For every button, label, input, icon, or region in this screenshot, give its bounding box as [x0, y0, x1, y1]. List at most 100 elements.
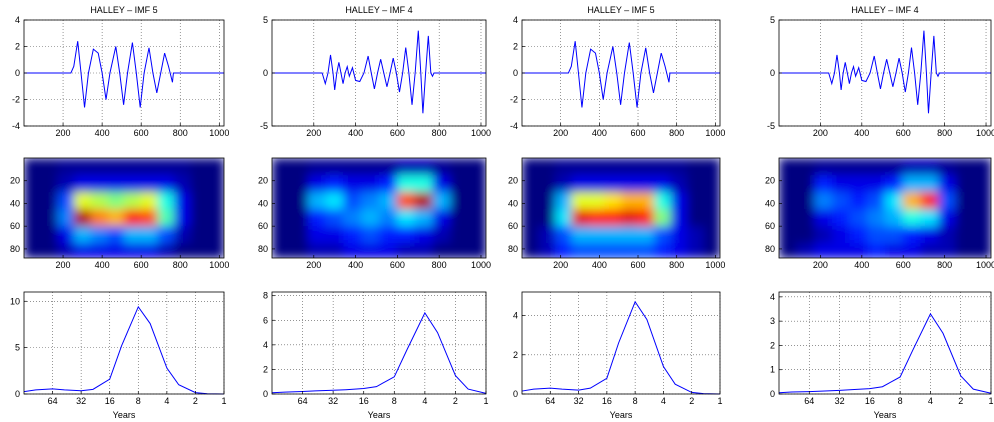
heatmap-cell: [571, 158, 589, 176]
heatmap-cell: [832, 158, 851, 176]
axes-box: [778, 157, 992, 259]
panel: 200 400 600 800 1000 20 40 60 80: [258, 157, 491, 270]
heatmap-cell: [779, 192, 798, 210]
heatmap-cell: [902, 192, 921, 210]
x-tick-label: 800: [937, 260, 952, 270]
heatmap-cell: [343, 209, 362, 227]
heatmap-cell: [468, 226, 486, 244]
heatmap-cell: [361, 209, 380, 227]
heatmap-cell: [379, 158, 398, 176]
x-tick-label: 800: [432, 260, 447, 270]
heatmap-cell: [621, 175, 638, 193]
x-tick-label: 400: [348, 260, 363, 270]
heatmap-cell: [621, 226, 638, 244]
heatmap-cell: [920, 209, 939, 227]
heatmap-cell: [414, 175, 433, 193]
heatmap-cell: [955, 192, 974, 210]
heatmap-cell: [40, 209, 58, 227]
heatmap-cell: [24, 209, 42, 227]
x-tick-label: 1: [483, 396, 488, 406]
heatmap-cell: [703, 175, 720, 193]
heatmap-cell: [396, 243, 416, 258]
y-tick-label: 0: [263, 389, 268, 399]
heatmap-cell: [522, 158, 539, 176]
heatmap-cell: [955, 209, 974, 227]
heatmap-cell: [703, 226, 720, 244]
heatmap-cell: [74, 175, 92, 193]
chart-title: HALLEY – IMF 5: [90, 5, 157, 15]
heatmap-cell: [307, 209, 326, 227]
heatmap-cell: [902, 209, 921, 227]
x-tick-label: 1: [988, 396, 993, 406]
axes-box: [23, 291, 225, 395]
heatmap-cell: [686, 175, 705, 193]
heatmap-cell: [432, 209, 451, 227]
heatmap-cell: [538, 175, 556, 193]
heatmap-cell: [174, 226, 192, 244]
plot-area: [24, 292, 224, 394]
heatmap-cell: [867, 226, 886, 244]
heatmap-cell: [621, 158, 638, 176]
heatmap-cell: [90, 192, 108, 210]
heatmap-cell: [140, 175, 158, 193]
heatmap-cell: [938, 226, 957, 244]
heatmap-cell: [157, 192, 175, 210]
x-tick-label: 200: [813, 128, 828, 138]
y-tick-label: 2: [513, 350, 518, 360]
heatmap-cell: [396, 226, 416, 244]
heatmap-cell: [207, 209, 224, 227]
x-tick-label: 800: [173, 128, 188, 138]
heatmap-cell: [396, 209, 416, 227]
y-tick-label: 0: [263, 68, 268, 78]
y-tick-label: -2: [12, 95, 20, 105]
heatmap-cell: [973, 192, 991, 210]
heatmap-cell: [289, 175, 309, 193]
heatmap-cell: [832, 226, 851, 244]
y-tick-label: 80: [10, 244, 20, 254]
x-tick-label: 2: [689, 396, 694, 406]
heatmap-cell: [24, 226, 42, 244]
y-tick-label: 80: [508, 244, 518, 254]
axes-box: [271, 19, 487, 127]
x-tick-label: 1000: [705, 128, 725, 138]
x-tick-label: 800: [669, 260, 684, 270]
heatmap-cell: [414, 243, 433, 258]
heatmap-cell: [832, 175, 851, 193]
heatmap-cell: [272, 175, 291, 193]
x-tick-label: 600: [390, 260, 405, 270]
heatmap-cell: [849, 158, 868, 176]
heatmap-cell: [832, 243, 851, 258]
x-tick-label: 400: [348, 128, 363, 138]
heatmap-cell: [814, 175, 833, 193]
heatmap-cell: [604, 243, 622, 258]
heatmap-cell: [885, 209, 904, 227]
heatmap-cell: [604, 192, 622, 210]
x-tick-label: 200: [306, 128, 321, 138]
heatmap-cell: [207, 175, 224, 193]
heatmap-cell: [307, 175, 326, 193]
heatmap-cell: [902, 175, 921, 193]
heatmap-cell: [637, 175, 655, 193]
y-tick-label: 20: [10, 176, 20, 186]
heatmap-cell: [654, 158, 671, 176]
heatmap-cell: [703, 209, 720, 227]
y-tick-label: 60: [765, 221, 775, 231]
heatmap-cell: [571, 175, 589, 193]
y-tick-label: 5: [263, 15, 268, 25]
heatmap-cell: [396, 192, 416, 210]
x-tick-label: 800: [432, 128, 447, 138]
heatmap-cell: [654, 226, 671, 244]
y-tick-label: 0: [770, 389, 775, 399]
y-tick-label: -5: [767, 121, 775, 131]
heatmap-cell: [587, 175, 606, 193]
heatmap-cell: [190, 209, 208, 227]
heatmap-cell: [140, 209, 158, 227]
y-tick-label: 4: [513, 311, 518, 321]
heatmap-cell: [571, 243, 589, 258]
heatmap-cell: [973, 226, 991, 244]
y-tick-label: 40: [508, 198, 518, 208]
heatmap-cell: [686, 209, 705, 227]
heatmap-cell: [361, 158, 380, 176]
heatmap-cell: [555, 192, 572, 210]
y-tick-label: 2: [513, 42, 518, 52]
